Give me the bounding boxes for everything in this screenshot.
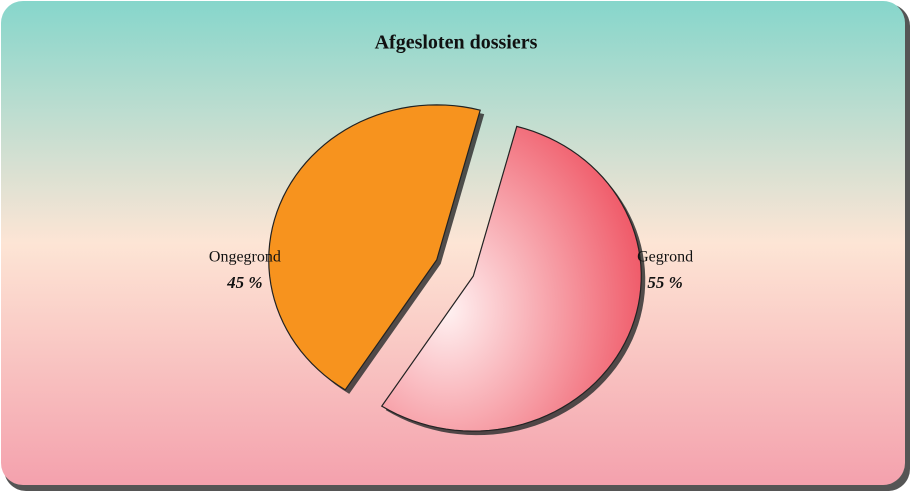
background [1, 1, 905, 485]
slice [380, 125, 642, 432]
slice-value-label: 55 % [647, 273, 682, 292]
pie [268, 104, 646, 436]
slice-value-label: 45 % [226, 273, 262, 292]
chart-title: Afgesloten dossiers [375, 32, 538, 54]
slice [268, 104, 481, 391]
slice-label: Gegrond [637, 249, 693, 266]
slice-label: Ongegrond [209, 249, 281, 266]
